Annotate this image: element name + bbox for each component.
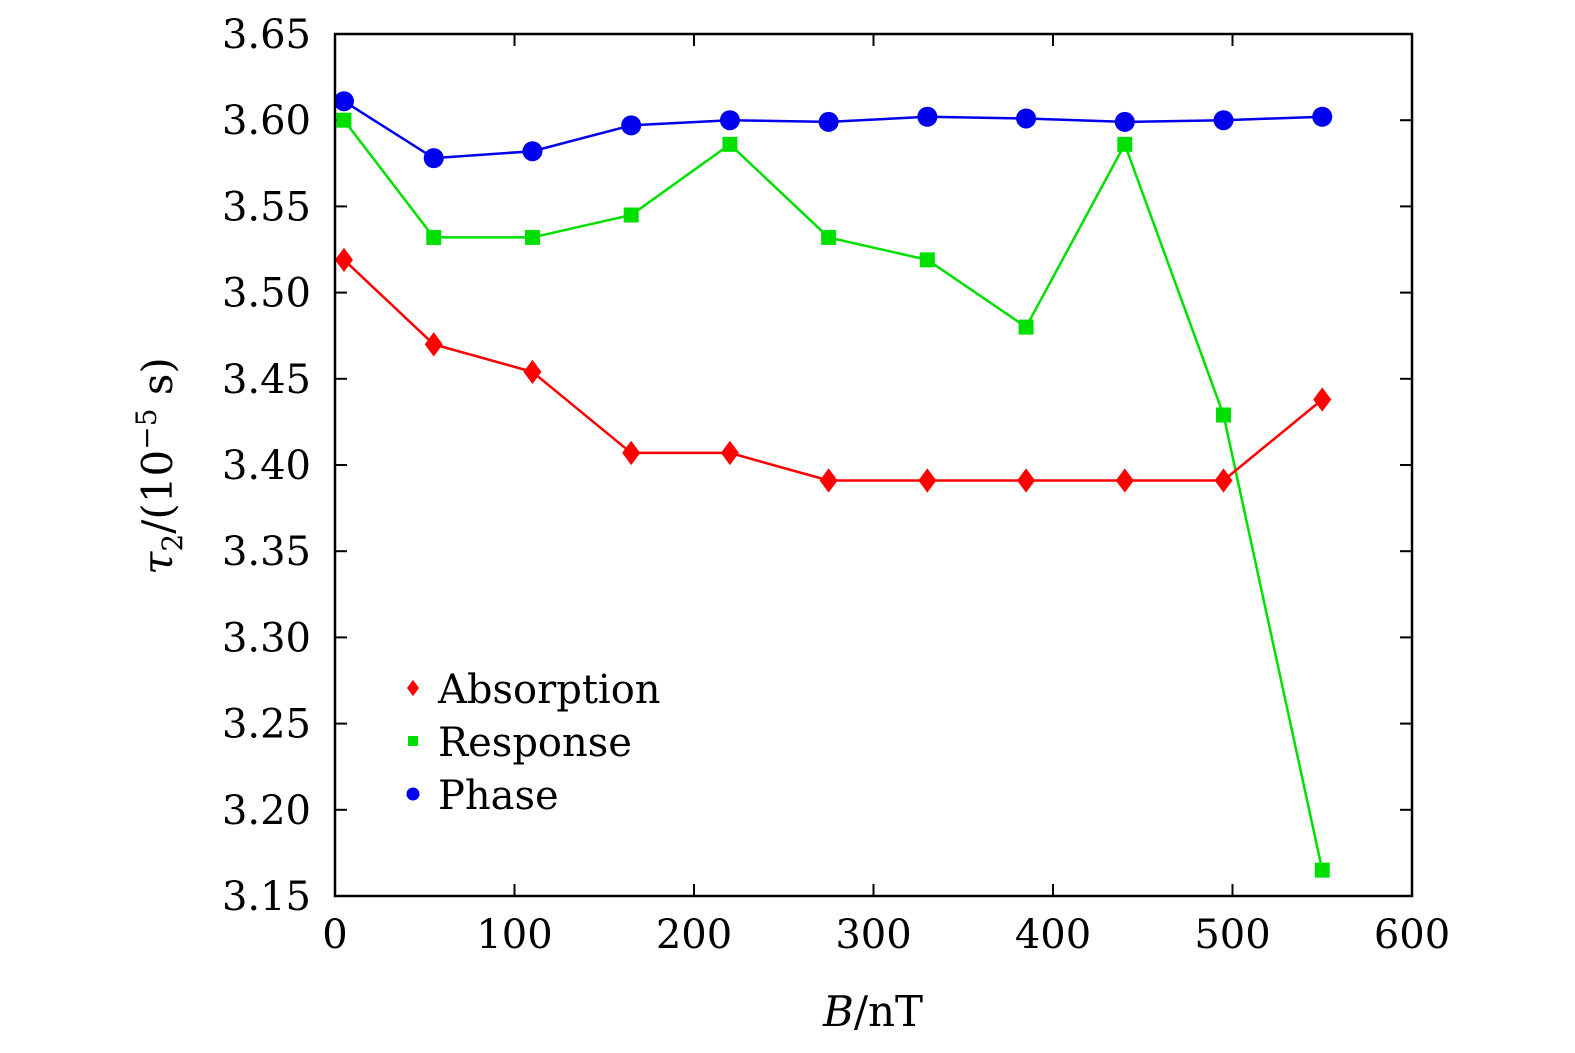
x-tick-label: 100 — [476, 912, 552, 958]
y-tick-label: 3.15 — [222, 874, 311, 920]
x-tick-label: 200 — [656, 912, 732, 958]
data-point — [919, 252, 935, 268]
legend-label: Phase — [438, 773, 559, 819]
data-point — [722, 136, 738, 152]
data-point — [1115, 468, 1134, 493]
legend-marker — [408, 736, 418, 746]
legend-item: Absorption — [407, 667, 661, 713]
y-axis-title: τ2/(10−5 s) — [130, 357, 189, 575]
y-axis-tail: s) — [133, 357, 182, 408]
data-point — [720, 440, 739, 466]
data-point — [819, 468, 838, 493]
y-tick-label: 3.55 — [222, 184, 311, 230]
data-point — [1216, 407, 1232, 423]
series-layer — [333, 91, 1333, 878]
data-point — [423, 148, 444, 169]
legend-label: Response — [438, 720, 632, 766]
data-point — [426, 229, 442, 245]
y-tick-label: 3.30 — [222, 615, 311, 661]
y-tick-label: 3.65 — [222, 12, 311, 58]
data-point — [1016, 108, 1037, 129]
data-point — [1213, 110, 1234, 131]
x-tick-label: 0 — [322, 912, 347, 958]
series-line — [343, 258, 1324, 482]
x-axis-title: B/nT — [822, 987, 923, 1036]
series-response — [336, 112, 1330, 878]
y-tick-label: 3.20 — [222, 788, 311, 834]
y-tick-label: 3.25 — [222, 702, 311, 748]
data-point — [336, 112, 352, 128]
data-point — [1018, 319, 1034, 335]
data-point — [622, 440, 641, 466]
data-point — [917, 106, 938, 127]
axis-ticks — [334, 33, 1413, 897]
data-point — [821, 229, 837, 245]
y-tick-label: 3.50 — [222, 271, 311, 317]
x-tick-label: 500 — [1194, 912, 1270, 958]
y-tick-label: 3.40 — [222, 443, 311, 489]
data-point — [1017, 468, 1036, 493]
legend-item: Response — [408, 720, 632, 766]
data-point — [1117, 136, 1133, 152]
legend-label: Absorption — [437, 667, 661, 713]
data-point — [523, 359, 542, 385]
y-axis-sub: 2 — [156, 534, 189, 552]
plot-frame — [333, 32, 1414, 898]
x-axis-unit: /nT — [854, 987, 923, 1036]
legend-marker — [406, 787, 420, 801]
data-point — [334, 247, 353, 272]
data-point — [333, 91, 354, 112]
x-axis-var: B — [822, 987, 854, 1036]
x-tick-label: 400 — [1015, 912, 1091, 958]
x-tick-label: 300 — [835, 912, 911, 958]
legend-marker — [407, 679, 419, 697]
data-point — [1114, 111, 1135, 132]
data-point — [1313, 387, 1332, 412]
data-point — [424, 332, 443, 357]
legend-item: Phase — [406, 773, 559, 819]
y-tick-label: 3.60 — [222, 98, 311, 144]
data-point — [1214, 468, 1233, 493]
data-point — [522, 141, 543, 162]
legend: Absorption Response Phase — [406, 667, 661, 819]
data-point — [918, 468, 937, 493]
series-absorption — [334, 247, 1332, 493]
data-point — [623, 207, 639, 223]
data-point — [1314, 862, 1330, 878]
data-point — [1312, 106, 1333, 127]
y-axis-unit: /(10 — [133, 450, 182, 534]
x-tick-label: 600 — [1374, 912, 1450, 958]
tick-labels: 0 100 200 300 400 500 600 3.15 3.20 3.25 3.30 3.35 3… — [222, 12, 1450, 958]
y-axis-var: τ — [133, 551, 182, 575]
series-phase — [333, 91, 1333, 169]
data-point — [818, 111, 839, 132]
data-point — [719, 110, 740, 131]
y-tick-label: 3.45 — [222, 357, 311, 403]
y-axis-exp: −5 — [130, 408, 163, 449]
data-point — [621, 115, 642, 136]
data-point — [524, 229, 540, 245]
y-tick-label: 3.35 — [222, 529, 311, 575]
